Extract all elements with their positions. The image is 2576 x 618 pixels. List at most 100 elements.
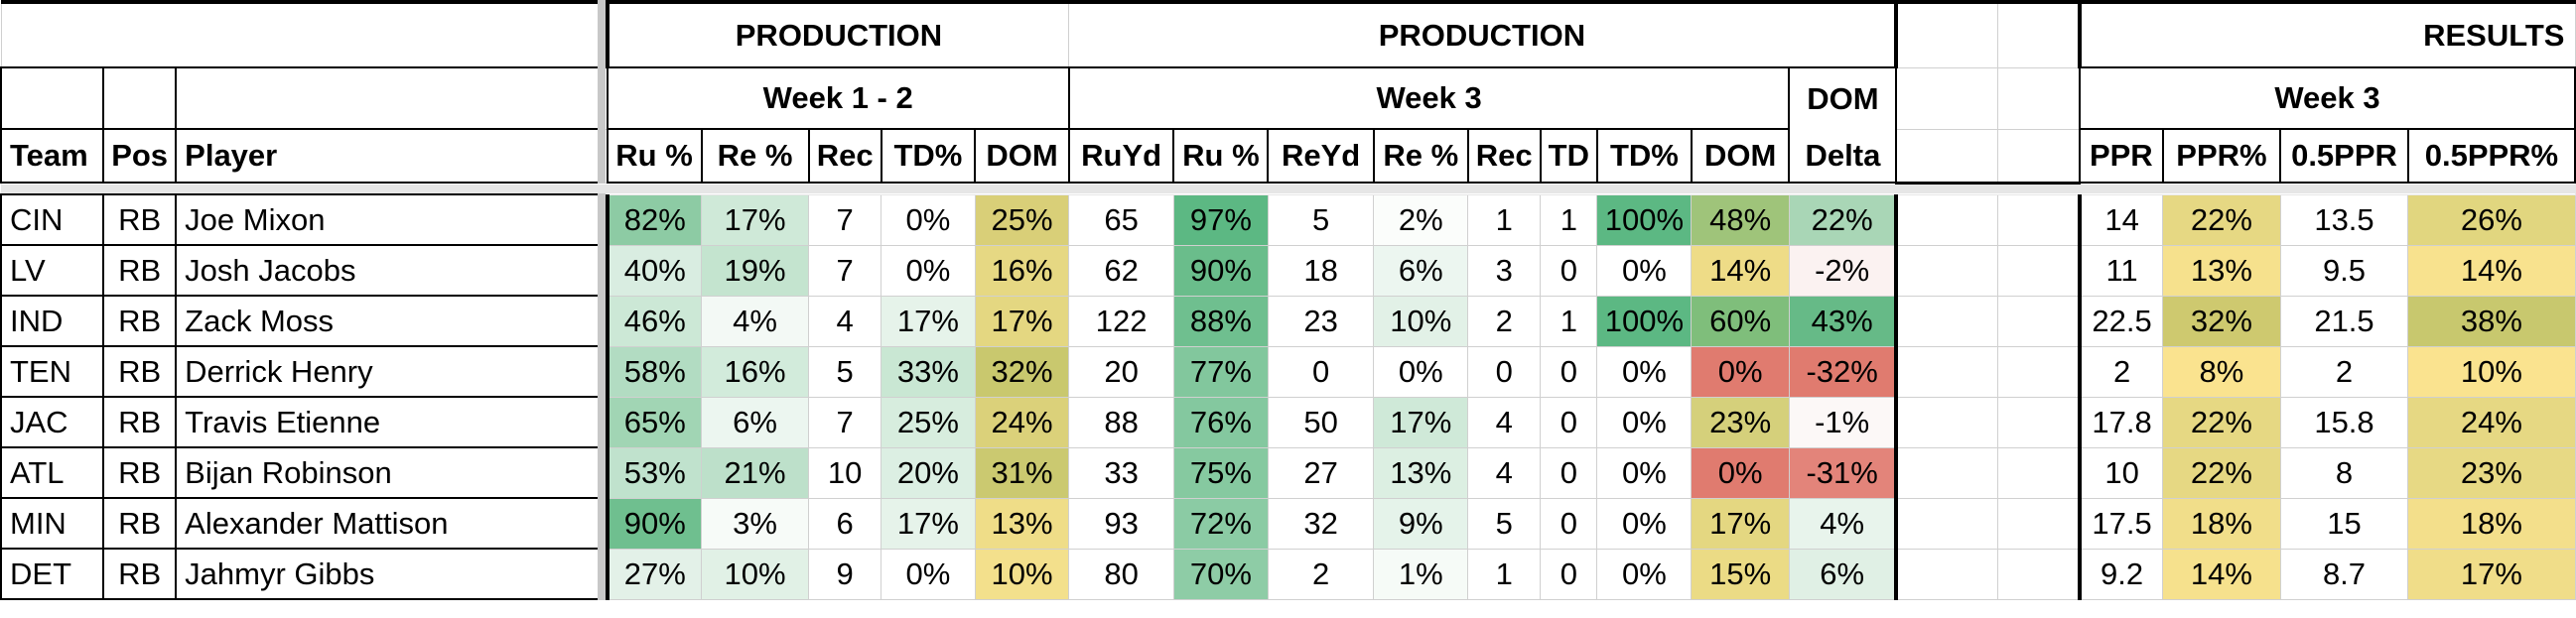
cell-ruyd[interactable]: 62 [1068,244,1174,297]
cell-reyd[interactable]: 2 [1267,548,1375,600]
cell-td-pct-w3[interactable]: 0% [1596,446,1693,499]
cell-ppr[interactable]: 17.5 [2077,497,2164,550]
col-team[interactable]: Team [0,128,105,184]
cell-re-pct-w3[interactable]: 1% [1373,548,1469,600]
col-td-pct-w3[interactable]: TD% [1595,128,1693,184]
col-half-ppr[interactable]: 0.5PPR [2279,128,2409,184]
cell-ru-pct-w12[interactable]: 46% [605,295,703,347]
cell-rec-w12[interactable]: 4 [808,295,882,347]
cell-re-pct-w3[interactable]: 17% [1373,396,1469,448]
cell-ru-pct-w12[interactable]: 65% [605,396,703,448]
cell-ppr-pct[interactable]: 22% [2162,193,2281,246]
cell-dom-w12[interactable]: 16% [974,244,1070,297]
cell-dom-w12[interactable]: 17% [974,295,1070,347]
cell-half-ppr-pct[interactable]: 17% [2407,548,2576,600]
cell-ppr-pct[interactable]: 18% [2162,497,2281,550]
cell-half-ppr-pct[interactable]: 26% [2407,193,2576,246]
col-dom-w3[interactable]: DOM [1690,128,1791,184]
cell-rec-w12[interactable]: 9 [808,548,882,600]
cell-ppr[interactable]: 2 [2077,345,2164,398]
cell-half-ppr[interactable]: 8.7 [2279,548,2409,600]
cell-ru-pct-w12[interactable]: 27% [605,548,703,600]
cell-ru-pct-w12[interactable]: 82% [605,193,703,246]
cell-player[interactable]: Josh Jacobs [175,244,603,297]
cell-delta[interactable]: 43% [1788,295,1899,347]
cell-rec-w12[interactable]: 7 [808,244,882,297]
cell-ru-pct-w3[interactable]: 97% [1172,193,1269,246]
cell-td[interactable]: 0 [1540,244,1598,297]
cell-ruyd[interactable]: 20 [1068,345,1174,398]
col-td[interactable]: TD [1539,128,1598,184]
cell-dom-w12[interactable]: 24% [974,396,1070,448]
cell-re-pct-w12[interactable]: 21% [701,446,810,499]
cell-ruyd[interactable]: 65 [1068,193,1174,246]
col-ru-pct-w3[interactable]: Ru % [1172,128,1270,184]
cell-dom-w12[interactable]: 31% [974,446,1070,499]
cell-delta[interactable]: -1% [1788,396,1899,448]
cell-half-ppr-pct[interactable]: 18% [2407,497,2576,550]
cell-pos[interactable]: RB [102,295,178,347]
cell-team[interactable]: CIN [0,193,105,246]
cell-re-pct-w12[interactable]: 10% [701,548,810,600]
cell-ru-pct-w12[interactable]: 40% [605,244,703,297]
cell-re-pct-w3[interactable]: 9% [1373,497,1469,550]
cell-half-ppr[interactable]: 8 [2279,446,2409,499]
cell-td[interactable]: 1 [1540,193,1598,246]
cell-dom-w3[interactable]: 14% [1691,244,1790,297]
cell-td-pct-w12[interactable]: 17% [881,295,976,347]
cell-delta[interactable]: -32% [1788,345,1899,398]
cell-team[interactable]: JAC [0,396,105,448]
cell-rec-w12[interactable]: 7 [808,193,882,246]
cell-re-pct-w3[interactable]: 6% [1373,244,1469,297]
col-re-pct-w3[interactable]: Re % [1372,128,1469,184]
cell-half-ppr-pct[interactable]: 24% [2407,396,2576,448]
cell-reyd[interactable]: 50 [1267,396,1375,448]
cell-ru-pct-w12[interactable]: 90% [605,497,703,550]
cell-half-ppr[interactable]: 21.5 [2279,295,2409,347]
cell-ru-pct-w3[interactable]: 70% [1172,548,1269,600]
col-rec-w3[interactable]: Rec [1466,128,1542,184]
cell-td-pct-w12[interactable]: 0% [881,244,976,297]
cell-half-ppr[interactable]: 15.8 [2279,396,2409,448]
cell-ru-pct-w3[interactable]: 88% [1172,295,1269,347]
cell-ru-pct-w3[interactable]: 76% [1172,396,1269,448]
col-ppr[interactable]: PPR [2078,128,2164,184]
cell-delta[interactable]: 6% [1788,548,1899,600]
cell-player[interactable]: Zack Moss [175,295,603,347]
cell-delta[interactable]: 22% [1788,193,1899,246]
cell-ppr-pct[interactable]: 13% [2162,244,2281,297]
cell-rec-w3[interactable]: 1 [1467,193,1542,246]
cell-rec-w3[interactable]: 4 [1467,396,1542,448]
col-half-ppr-pct[interactable]: 0.5PPR% [2406,128,2576,184]
cell-delta[interactable]: -2% [1788,244,1899,297]
cell-ruyd[interactable]: 88 [1068,396,1174,448]
cell-rec-w3[interactable]: 3 [1467,244,1542,297]
cell-dom-w3[interactable]: 48% [1691,193,1790,246]
cell-reyd[interactable]: 0 [1267,345,1375,398]
cell-pos[interactable]: RB [102,548,178,600]
cell-dom-w3[interactable]: 15% [1691,548,1790,600]
cell-pos[interactable]: RB [102,497,178,550]
cell-ppr[interactable]: 10 [2077,446,2164,499]
cell-re-pct-w12[interactable]: 19% [701,244,810,297]
cell-dom-w3[interactable]: 60% [1691,295,1790,347]
cell-td-pct-w3[interactable]: 0% [1596,497,1693,550]
cell-td-pct-w12[interactable]: 33% [881,345,976,398]
cell-rec-w12[interactable]: 10 [808,446,882,499]
col-ru-pct-w12[interactable]: Ru % [606,128,703,184]
cell-td[interactable]: 0 [1540,548,1598,600]
cell-td-pct-w12[interactable]: 25% [881,396,976,448]
cell-reyd[interactable]: 32 [1267,497,1375,550]
cell-half-ppr-pct[interactable]: 38% [2407,295,2576,347]
cell-pos[interactable]: RB [102,244,178,297]
cell-ppr[interactable]: 17.8 [2077,396,2164,448]
cell-dom-w12[interactable]: 25% [974,193,1070,246]
cell-td[interactable]: 0 [1540,345,1598,398]
cell-half-ppr-pct[interactable]: 23% [2407,446,2576,499]
cell-ru-pct-w3[interactable]: 72% [1172,497,1269,550]
cell-rec-w12[interactable]: 5 [808,345,882,398]
cell-td-pct-w12[interactable]: 17% [881,497,976,550]
cell-re-pct-w12[interactable]: 3% [701,497,810,550]
cell-half-ppr-pct[interactable]: 10% [2407,345,2576,398]
cell-td-pct-w3[interactable]: 100% [1596,295,1693,347]
